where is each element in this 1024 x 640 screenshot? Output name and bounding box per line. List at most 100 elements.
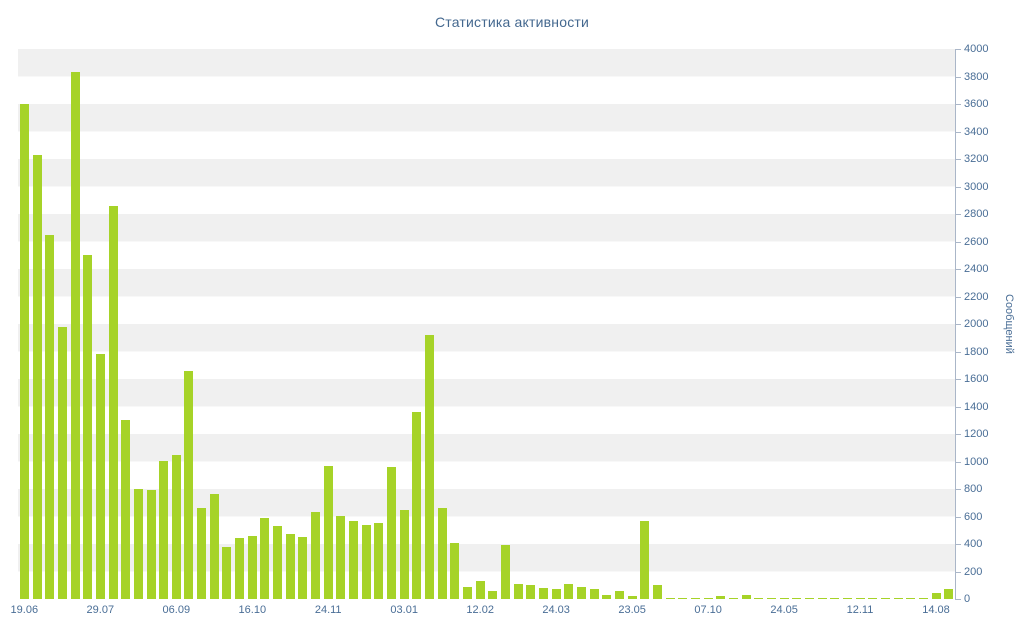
bar[interactable] bbox=[159, 461, 169, 599]
y-axis-tick-label: 3200 bbox=[964, 153, 989, 165]
bar[interactable] bbox=[349, 521, 358, 599]
bar[interactable] bbox=[412, 412, 422, 599]
y-axis-tick-label: 3000 bbox=[964, 180, 989, 193]
bar[interactable] bbox=[792, 598, 802, 599]
bar[interactable] bbox=[32, 155, 42, 599]
bar[interactable] bbox=[57, 327, 67, 599]
bar[interactable] bbox=[311, 512, 321, 599]
bar[interactable] bbox=[868, 598, 878, 599]
chart-title: Статистика активности bbox=[434, 14, 590, 30]
bar[interactable] bbox=[146, 490, 156, 599]
bar[interactable] bbox=[944, 589, 954, 599]
bar[interactable] bbox=[133, 489, 143, 599]
bar[interactable] bbox=[374, 523, 384, 599]
x-axis-tick-label: 14.08 bbox=[922, 604, 950, 616]
bar[interactable] bbox=[209, 494, 219, 599]
bar[interactable] bbox=[45, 235, 55, 599]
y-axis-tick-label: 1400 bbox=[964, 400, 989, 413]
x-axis-tick-label: 12.02 bbox=[466, 604, 494, 616]
bar[interactable] bbox=[716, 596, 726, 599]
bar[interactable] bbox=[425, 335, 434, 599]
bar[interactable] bbox=[817, 598, 827, 599]
y-axis-tick bbox=[956, 516, 961, 518]
bar[interactable] bbox=[501, 545, 510, 599]
bar[interactable] bbox=[171, 455, 181, 599]
x-axis-tick-label: 12.11 bbox=[846, 604, 874, 616]
bar[interactable] bbox=[95, 354, 105, 599]
bar[interactable] bbox=[766, 598, 776, 599]
y-axis-tick-label: 1600 bbox=[964, 373, 989, 385]
bar[interactable] bbox=[19, 104, 29, 599]
bar[interactable] bbox=[741, 595, 751, 599]
bar[interactable] bbox=[184, 371, 194, 599]
bar[interactable] bbox=[222, 547, 232, 599]
bar[interactable] bbox=[108, 206, 118, 599]
bar[interactable] bbox=[336, 516, 346, 599]
y-axis-tick bbox=[956, 379, 961, 380]
bar[interactable] bbox=[247, 536, 257, 599]
bar[interactable] bbox=[931, 593, 941, 599]
bar[interactable] bbox=[880, 598, 890, 599]
bar[interactable] bbox=[564, 584, 574, 599]
bar[interactable] bbox=[779, 598, 789, 599]
bar[interactable] bbox=[652, 585, 662, 599]
y-axis-tick-label: 4000 bbox=[964, 43, 989, 55]
bar[interactable] bbox=[83, 255, 93, 599]
bar[interactable] bbox=[475, 581, 485, 599]
y-axis-tick bbox=[956, 159, 961, 160]
bar[interactable] bbox=[235, 538, 245, 599]
bar[interactable] bbox=[273, 526, 283, 599]
bar[interactable] bbox=[260, 518, 270, 599]
bar[interactable] bbox=[855, 598, 865, 599]
bar[interactable] bbox=[121, 420, 131, 599]
bar[interactable] bbox=[615, 591, 624, 599]
y-axis-tick-label: 1000 bbox=[964, 455, 989, 468]
bar[interactable] bbox=[830, 598, 840, 599]
bar[interactable] bbox=[678, 598, 688, 599]
bar[interactable] bbox=[513, 584, 523, 599]
bar[interactable] bbox=[298, 537, 308, 599]
bar[interactable] bbox=[577, 587, 586, 599]
bar[interactable] bbox=[399, 510, 409, 599]
bar[interactable] bbox=[70, 72, 80, 599]
bar[interactable] bbox=[526, 585, 536, 599]
y-axis-tick bbox=[956, 49, 961, 50]
y-axis-tick bbox=[956, 296, 961, 298]
bar[interactable] bbox=[754, 598, 764, 599]
bar[interactable] bbox=[450, 543, 460, 599]
bar[interactable] bbox=[627, 596, 637, 599]
bar[interactable] bbox=[728, 598, 738, 599]
bar[interactable] bbox=[463, 587, 472, 599]
bar[interactable] bbox=[361, 525, 371, 599]
bar[interactable] bbox=[906, 598, 916, 599]
x-axis-tick-label: 06.09 bbox=[162, 604, 191, 616]
bar[interactable] bbox=[285, 534, 295, 599]
bar[interactable] bbox=[589, 589, 599, 599]
y-axis-tick bbox=[956, 489, 961, 490]
bar[interactable] bbox=[551, 589, 561, 599]
y-axis-tick bbox=[956, 269, 961, 270]
bar[interactable] bbox=[602, 595, 612, 599]
bar[interactable] bbox=[640, 521, 650, 599]
bar[interactable] bbox=[323, 466, 333, 599]
y-axis-tick bbox=[956, 351, 961, 353]
bar[interactable] bbox=[539, 588, 548, 599]
y-axis-tick bbox=[956, 241, 961, 243]
y-axis-tick bbox=[956, 131, 961, 133]
y-axis-tick-label: 400 bbox=[964, 538, 983, 550]
bar[interactable] bbox=[488, 591, 498, 599]
bar[interactable] bbox=[387, 467, 396, 599]
bar[interactable] bbox=[703, 598, 713, 599]
bar[interactable] bbox=[918, 598, 928, 599]
bar[interactable] bbox=[437, 508, 447, 599]
bar[interactable] bbox=[197, 508, 207, 599]
bar[interactable] bbox=[665, 598, 675, 599]
bar[interactable] bbox=[804, 598, 814, 599]
bar[interactable] bbox=[842, 598, 852, 599]
y-axis-tick-label: 2000 bbox=[964, 318, 989, 330]
y-axis-tick bbox=[956, 544, 961, 545]
bar[interactable] bbox=[690, 598, 700, 599]
y-axis-tick-label: 800 bbox=[964, 483, 983, 495]
bar[interactable] bbox=[893, 598, 903, 599]
